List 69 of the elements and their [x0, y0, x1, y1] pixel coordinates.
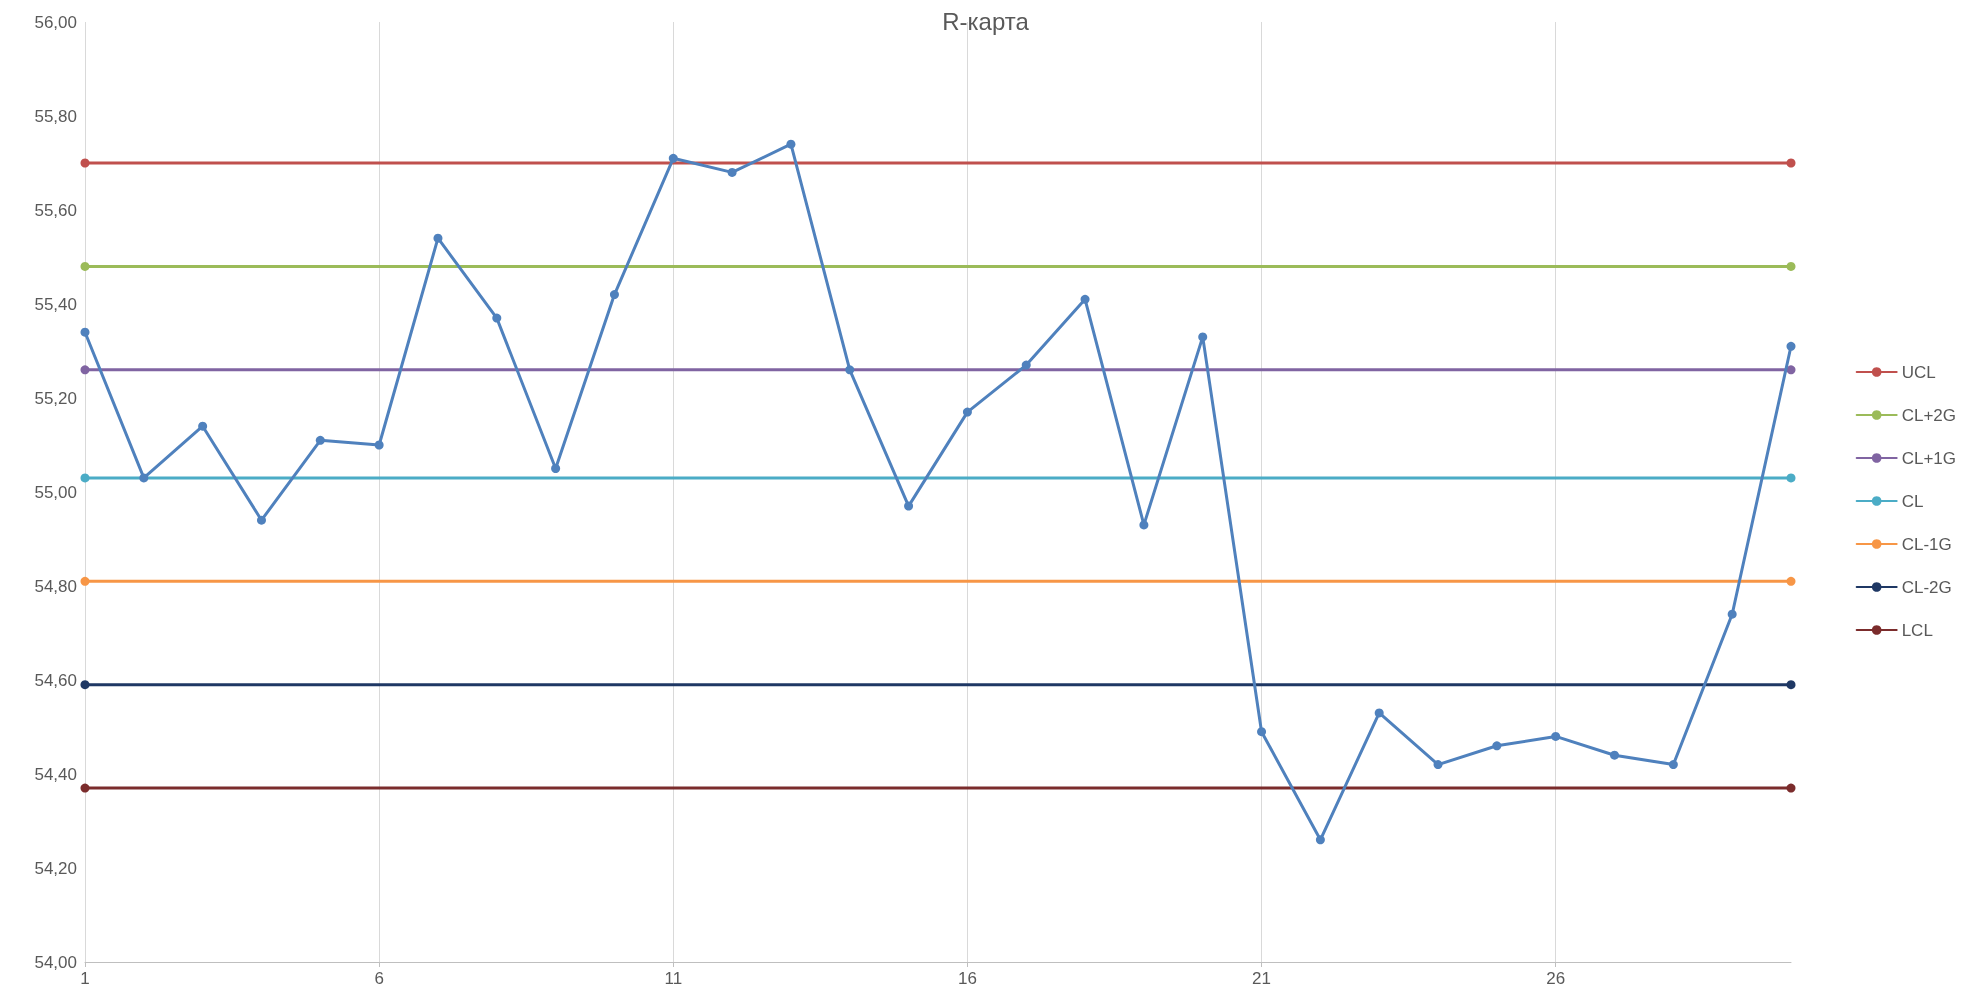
point: [492, 313, 502, 323]
point: [80, 680, 90, 690]
x-tick-label: 11: [664, 969, 683, 988]
point: [1786, 576, 1796, 586]
point: [1786, 261, 1796, 271]
point: [1786, 680, 1796, 690]
point: [80, 158, 90, 168]
x-tick-label: 16: [957, 969, 977, 988]
legend-label: CL-2G: [1901, 577, 1952, 597]
chart-title: R-карта: [942, 7, 1030, 35]
point: [1551, 731, 1561, 741]
point: [727, 167, 737, 177]
y-tick-label: 55,40: [34, 294, 77, 314]
point: [786, 139, 796, 149]
point: [1786, 473, 1796, 483]
point: [315, 435, 325, 445]
point: [962, 407, 972, 417]
legend-label: CL+2G: [1901, 405, 1957, 425]
point: [1198, 332, 1208, 342]
point: [139, 473, 149, 483]
y-tick-label: 54,20: [34, 858, 77, 878]
point: [1786, 365, 1796, 375]
y-tick-label: 55,20: [34, 388, 77, 408]
point: [433, 233, 443, 243]
point: [1080, 294, 1090, 304]
point: [1727, 609, 1737, 619]
point: [1139, 520, 1149, 530]
y-tick-label: 54,80: [34, 576, 77, 596]
legend-label: CL: [1901, 491, 1924, 511]
point: [1257, 727, 1267, 737]
y-tick-label: 54,60: [34, 670, 77, 690]
point: [80, 576, 90, 586]
point: [1315, 835, 1325, 845]
y-tick-label: 54,40: [34, 764, 77, 784]
point: [374, 440, 384, 450]
point: [1786, 783, 1796, 793]
point: [80, 473, 90, 483]
x-tick-label: 6: [374, 969, 384, 988]
point: [609, 290, 619, 300]
point: [1610, 750, 1620, 760]
legend-label: UCL: [1901, 362, 1936, 382]
point: [668, 153, 678, 163]
x-tick-label: 1: [80, 969, 90, 988]
y-tick-label: 56,00: [34, 12, 77, 32]
point: [1433, 760, 1443, 770]
point: [1786, 341, 1796, 351]
point: [80, 327, 90, 337]
x-tick-label: 21: [1252, 969, 1272, 988]
legend-label: CL-1G: [1901, 534, 1952, 554]
point: [1786, 158, 1796, 168]
point: [80, 261, 90, 271]
y-tick-label: 55,60: [34, 200, 77, 220]
y-tick-label: 54,00: [34, 952, 77, 972]
point: [904, 501, 914, 511]
point: [1021, 360, 1031, 370]
point: [1492, 741, 1502, 751]
point: [256, 515, 266, 525]
point: [80, 783, 90, 793]
point: [1668, 760, 1678, 770]
legend-label: LCL: [1901, 620, 1933, 640]
y-tick-label: 55,80: [34, 106, 77, 126]
point: [198, 421, 208, 431]
y-tick-label: 55,00: [34, 482, 77, 502]
point: [551, 464, 561, 473]
point: [845, 365, 855, 375]
point: [1374, 708, 1384, 718]
x-tick-label: 26: [1546, 969, 1566, 988]
legend-label: CL+1G: [1901, 448, 1957, 468]
point: [80, 365, 90, 375]
